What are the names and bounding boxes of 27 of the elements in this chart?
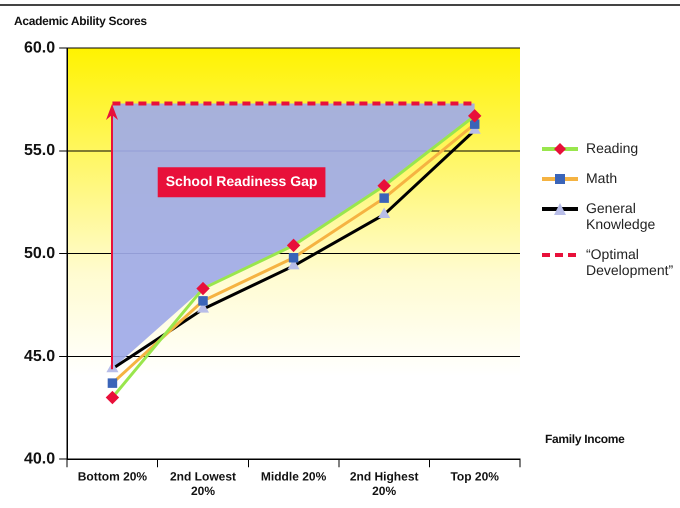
annotation: School Readiness Gap [166,173,318,190]
point [468,109,482,122]
y-tick-label: 40.0 [24,450,56,468]
point [378,208,390,218]
y-axis-title: Academic Ability Scores [14,14,147,28]
point [379,193,389,203]
point [287,238,300,252]
y-tick-label: 50.0 [24,245,56,262]
point [108,378,118,388]
legend-label: Math [586,170,618,186]
point [288,252,298,262]
point [198,296,208,306]
point [378,179,391,192]
x-tick-label: Top 20% [450,470,500,484]
point [196,282,210,296]
legend-label: Reading [586,140,640,156]
y-tick-label: 55.0 [24,142,56,160]
y-tick-label: 60.0 [24,39,56,56]
x-tick-label: Middle 20% [260,470,327,484]
point [106,391,119,404]
y-tick-label: 45.0 [24,348,56,365]
x-axis-title: Family Income [545,432,624,446]
x-tick-label: 2nd Lowest 20% [170,470,236,498]
x-tick-label: Bottom 20% [78,470,148,484]
legend-label: General Knowledge [586,200,656,232]
legend-label: “Optimal Development” [586,246,674,278]
x-tick-label: 2nd Highest 20% [350,470,418,498]
